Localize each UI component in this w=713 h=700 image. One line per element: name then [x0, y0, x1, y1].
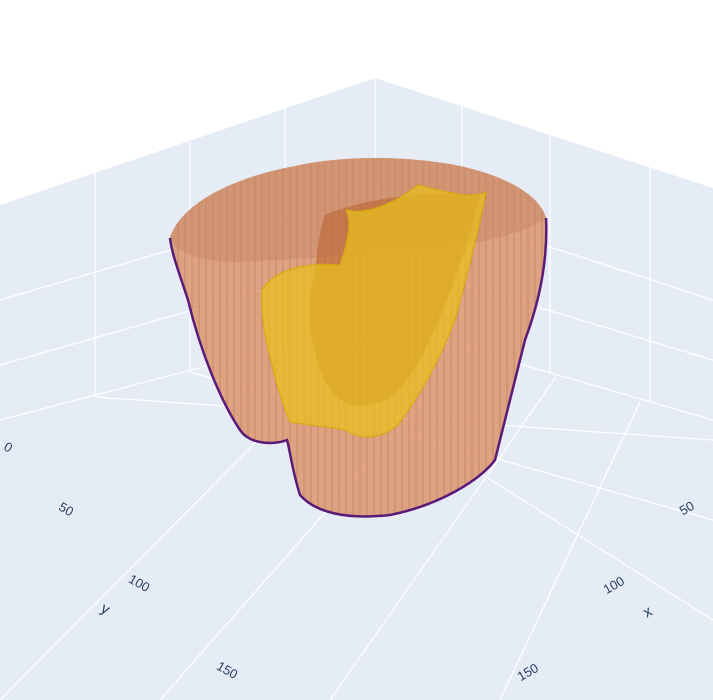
- grid-line: [329, 376, 557, 700]
- outer-shell-outline: [168, 217, 548, 518]
- x-tick-label: 50: [677, 498, 697, 518]
- grid-line: [499, 401, 641, 700]
- inner-structure-surface: [261, 184, 487, 438]
- y-tick-label: 50: [56, 499, 76, 519]
- isosurface-mesh: [168, 157, 548, 518]
